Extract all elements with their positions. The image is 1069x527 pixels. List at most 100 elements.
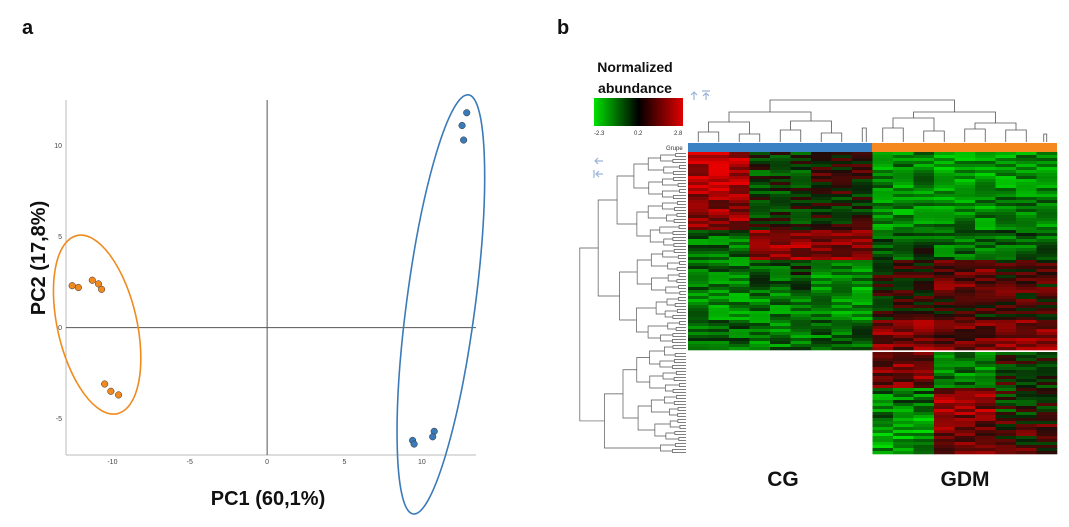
- heatmap-cell: [975, 397, 996, 401]
- heatmap-cell: [790, 266, 812, 270]
- heatmap-cell: [831, 278, 853, 282]
- heatmap-cell: [688, 164, 709, 168]
- heatmap-cell: [975, 245, 996, 249]
- heatmap-cell: [995, 215, 1017, 219]
- heatmap-cell: [995, 361, 1017, 365]
- heatmap-cell: [729, 263, 750, 267]
- row-collapse-arrow-icon[interactable]: [593, 157, 603, 178]
- dendrogram-link: [677, 183, 686, 187]
- heatmap-cell: [811, 164, 832, 168]
- heatmap-cell: [872, 364, 894, 368]
- heatmap-cell: [1036, 284, 1058, 288]
- heatmap-cell: [749, 224, 771, 228]
- heatmap-cell: [934, 451, 955, 455]
- heatmap-cell: [954, 415, 976, 419]
- heatmap-cell: [1016, 221, 1037, 225]
- heatmap-cell: [688, 203, 709, 207]
- heatmap-cell: [872, 355, 894, 359]
- dendrogram-link: [678, 437, 686, 441]
- heatmap-cell: [995, 421, 1017, 425]
- heatmap-cell: [954, 290, 976, 294]
- heatmap-cell: [729, 221, 750, 225]
- heatmap-cell: [749, 347, 771, 351]
- heatmap-cell: [934, 403, 955, 407]
- heatmap-cell: [1036, 373, 1058, 377]
- heatmap-cell: [790, 296, 812, 300]
- heatmap-cell: [934, 224, 955, 228]
- heatmap-cell: [893, 287, 914, 291]
- collapse-arrow-icon[interactable]: [690, 90, 710, 100]
- heatmap-cell: [749, 308, 771, 312]
- heatmap-cell: [1016, 209, 1037, 213]
- heatmap-cell: [872, 391, 894, 395]
- heatmap-cell: [954, 364, 976, 368]
- heatmap-cell: [790, 176, 812, 180]
- heatmap-cell: [872, 361, 894, 365]
- heatmap-cell: [893, 269, 914, 273]
- heatmap-cell: [811, 233, 832, 237]
- heatmap-cell: [995, 370, 1017, 374]
- heatmap-cell: [708, 299, 730, 303]
- heatmap-cell: [1016, 355, 1037, 359]
- heatmap-cell: [913, 433, 935, 437]
- heatmap-cell: [831, 209, 853, 213]
- heatmap-cell: [913, 347, 935, 351]
- heatmap-cell: [893, 206, 914, 210]
- dendrogram-link: [675, 371, 686, 375]
- heatmap-cell: [872, 406, 894, 410]
- dendrogram-link: [820, 132, 843, 142]
- heatmap-cell: [1016, 311, 1037, 315]
- heatmap-cell: [995, 278, 1017, 282]
- heatmap-cell: [954, 406, 976, 410]
- heatmap-cell: [975, 412, 996, 416]
- heatmap-cell: [688, 158, 709, 162]
- heatmap-cell: [1036, 406, 1058, 410]
- heatmap-cell: [1016, 436, 1037, 440]
- heatmap-cell: [934, 197, 955, 201]
- heatmap-cell: [995, 317, 1017, 321]
- heatmap-cell: [770, 206, 791, 210]
- pca-points: [68, 109, 471, 448]
- dendrogram-link: [676, 395, 686, 399]
- heatmap-cell: [770, 347, 791, 351]
- heatmap-cell: [852, 314, 873, 318]
- heatmap-cell: [1016, 320, 1037, 324]
- heatmap-cell: [852, 236, 873, 240]
- heatmap-cell: [852, 305, 873, 309]
- heatmap-cell: [688, 284, 709, 288]
- heatmap-cell: [1016, 257, 1037, 261]
- heatmap-cell: [688, 170, 709, 174]
- scatter-point: [94, 280, 103, 288]
- x-tick-label: -5: [187, 459, 193, 466]
- scatter-point: [88, 276, 96, 284]
- heatmap-cell: [934, 284, 955, 288]
- heatmap-cell: [995, 320, 1017, 324]
- heatmap-cell: [975, 233, 996, 237]
- heatmap-cell: [872, 230, 894, 234]
- heatmap-cell: [708, 293, 730, 297]
- heatmap-cell: [975, 185, 996, 189]
- heatmap-cell: [729, 176, 750, 180]
- heatmap-cell: [1016, 236, 1037, 240]
- heatmap-cell: [729, 314, 750, 318]
- heatmap-cell: [975, 433, 996, 437]
- heatmap-cell: [729, 299, 750, 303]
- heatmap-cell: [852, 254, 873, 258]
- heatmap-cell: [831, 338, 853, 342]
- heatmap-cell: [708, 191, 730, 195]
- heatmap-cell: [749, 290, 771, 294]
- heatmap-cell: [934, 376, 955, 380]
- heatmap-cell: [913, 415, 935, 419]
- heatmap-cell: [995, 385, 1017, 389]
- heatmap-cell: [1016, 424, 1037, 428]
- heatmap-cell: [934, 227, 955, 231]
- heatmap-cell: [749, 203, 771, 207]
- heatmap-cell: [688, 191, 709, 195]
- heatmap-cell: [954, 161, 976, 165]
- heatmap-cell: [934, 275, 955, 279]
- heatmap-cell: [872, 245, 894, 249]
- heatmap-cell: [1016, 152, 1037, 156]
- heatmap-cell: [831, 188, 853, 192]
- heatmap-cell: [954, 370, 976, 374]
- heatmap-cell: [934, 335, 955, 339]
